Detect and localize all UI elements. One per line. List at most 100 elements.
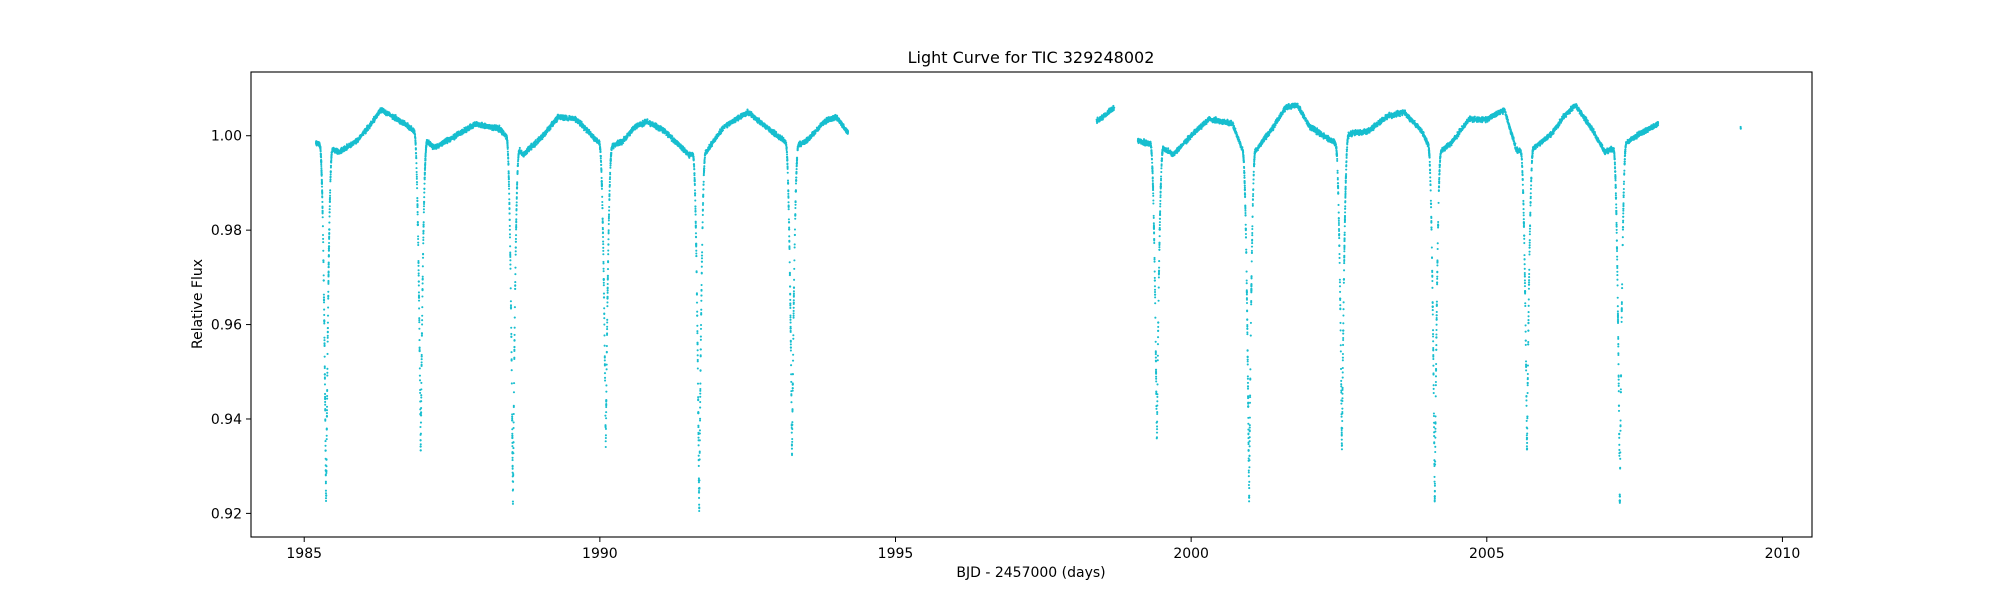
- data-point: [325, 458, 328, 461]
- data-point: [327, 273, 330, 276]
- data-point: [415, 181, 419, 184]
- data-point: [329, 170, 332, 173]
- data-point: [508, 236, 512, 239]
- data-point: [327, 297, 330, 300]
- data-point: [793, 278, 796, 281]
- data-point: [510, 332, 513, 336]
- data-point: [510, 335, 513, 339]
- data-point: [515, 196, 518, 199]
- data-point: [697, 458, 700, 462]
- data-point: [513, 356, 516, 359]
- data-point: [696, 314, 699, 317]
- data-point: [604, 414, 607, 417]
- data-point: [421, 275, 424, 278]
- data-point: [693, 189, 697, 192]
- data-point: [509, 287, 512, 290]
- data-point: [790, 380, 793, 383]
- data-point: [417, 269, 420, 272]
- data-point: [327, 306, 330, 309]
- data-point: [322, 237, 325, 240]
- data-point: [515, 204, 518, 207]
- data-point: [518, 146, 521, 150]
- data-point: [700, 265, 703, 268]
- data-point: [323, 308, 326, 311]
- data-point: [609, 166, 612, 169]
- data-point: [792, 286, 796, 289]
- data-point: [417, 243, 420, 247]
- data-point: [321, 191, 324, 194]
- data-point: [418, 319, 421, 322]
- data-point: [694, 226, 697, 229]
- data-point: [512, 412, 515, 416]
- data-point: [322, 274, 325, 277]
- data-point: [328, 194, 332, 197]
- data-point: [605, 417, 608, 420]
- data-point: [323, 355, 326, 358]
- data-point: [791, 421, 794, 424]
- data-point: [326, 371, 329, 374]
- data-point: [606, 305, 609, 308]
- data-point: [514, 246, 517, 249]
- data-point: [785, 153, 789, 156]
- data-point: [701, 243, 704, 246]
- data-point: [791, 359, 795, 362]
- data-point: [608, 193, 611, 196]
- data-point: [422, 211, 425, 214]
- data-point: [602, 267, 605, 270]
- data-point: [329, 166, 332, 169]
- data-point: [702, 183, 705, 186]
- data-point: [416, 213, 419, 216]
- data-point: [694, 235, 698, 238]
- data-point: [714, 137, 718, 140]
- data-point: [701, 203, 705, 206]
- data-point: [419, 425, 422, 429]
- data-point: [320, 167, 323, 170]
- data-point: [787, 208, 790, 211]
- data-point: [789, 330, 792, 334]
- data-point: [320, 158, 323, 162]
- data-point: [509, 267, 512, 270]
- data-point: [697, 491, 701, 494]
- data-point: [328, 228, 331, 231]
- data-point: [509, 300, 512, 303]
- data-point: [788, 240, 791, 243]
- data-point: [415, 183, 419, 186]
- data-point: [325, 428, 328, 431]
- data-point: [420, 361, 423, 364]
- data-point: [515, 208, 518, 211]
- data-point: [421, 323, 424, 326]
- data-point: [696, 324, 699, 327]
- data-point: [413, 133, 417, 136]
- data-point: [324, 403, 327, 406]
- data-point: [417, 284, 420, 287]
- data-point: [698, 503, 701, 506]
- data-point: [623, 136, 626, 139]
- data-point: [418, 374, 421, 377]
- data-point: [699, 389, 702, 392]
- data-point: [582, 129, 586, 132]
- data-point: [794, 207, 797, 210]
- data-point: [320, 163, 323, 166]
- data-point: [327, 279, 330, 283]
- data-point: [794, 182, 798, 185]
- data-point: [326, 394, 329, 398]
- data-point: [536, 142, 539, 145]
- data-point: [418, 367, 421, 370]
- data-point: [325, 434, 328, 437]
- data-point: [514, 250, 517, 253]
- data-point: [463, 128, 466, 132]
- data-point: [608, 181, 611, 184]
- data-point: [508, 198, 511, 201]
- data-point: [697, 464, 700, 468]
- data-point: [701, 213, 704, 217]
- data-point: [607, 249, 610, 252]
- data-point: [792, 299, 795, 302]
- data-point: [508, 233, 512, 236]
- data-point: [513, 326, 516, 329]
- data-point: [606, 268, 610, 271]
- data-point: [422, 230, 425, 233]
- data-point: [326, 397, 329, 400]
- data-point: [698, 509, 701, 513]
- data-point: [603, 355, 606, 358]
